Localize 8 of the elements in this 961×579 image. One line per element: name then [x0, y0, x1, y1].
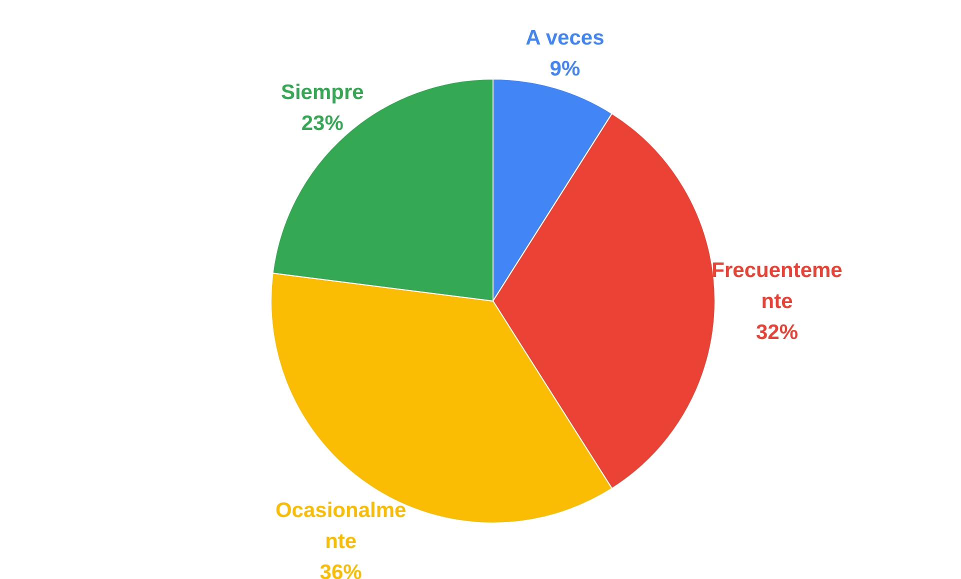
data-label: 32% [756, 320, 798, 344]
slice-label: Ocasionalmente [275, 498, 406, 552]
data-label: 9% [550, 57, 580, 80]
data-label: 23% [301, 111, 344, 134]
slice-label: Frecuentemente [712, 258, 842, 312]
slice-label: A veces [526, 26, 604, 50]
slice-label: Siempre [280, 80, 364, 104]
data-label: 36% [320, 560, 362, 579]
